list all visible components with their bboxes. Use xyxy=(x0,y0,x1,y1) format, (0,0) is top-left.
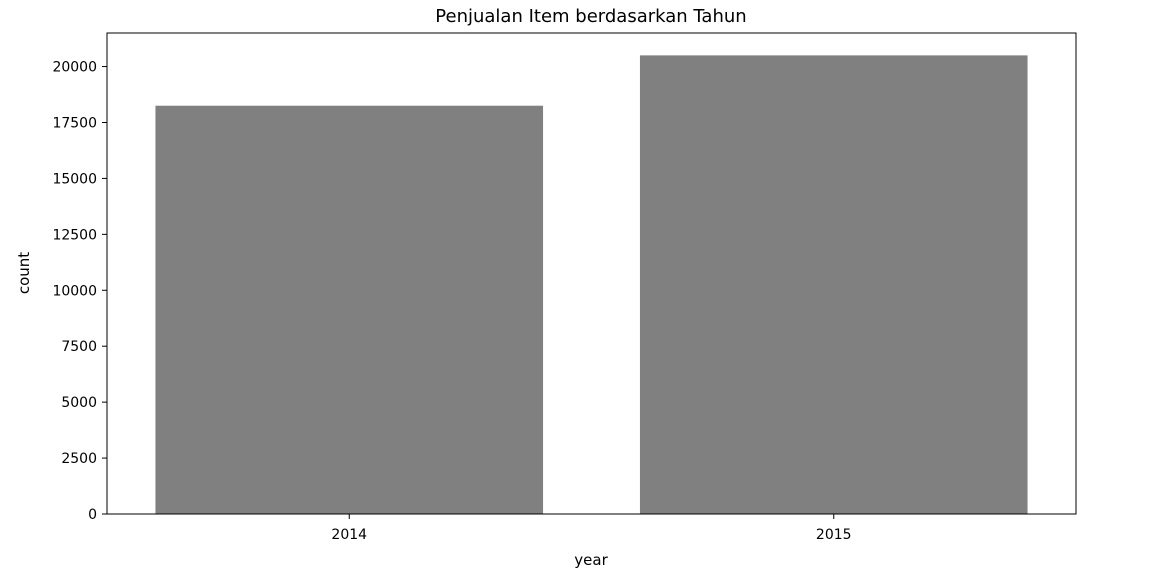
plot-area-frame xyxy=(106,32,1077,515)
bar-2014 xyxy=(155,105,544,515)
y-tick-label-10000: 10000 xyxy=(52,283,97,299)
y-tick-label-15000: 15000 xyxy=(52,171,97,187)
x-axis-label: year xyxy=(574,551,608,569)
y-tick-label-20000: 20000 xyxy=(52,60,97,76)
bars-group xyxy=(155,55,1028,515)
y-tick-label-2500: 2500 xyxy=(61,451,97,467)
y-axis-label: count xyxy=(15,252,33,294)
x-tick-label-2014: 2014 xyxy=(331,527,367,543)
y-tick-label-17500: 17500 xyxy=(52,115,97,131)
y-tick-label-5000: 5000 xyxy=(61,395,97,411)
y-tick-label-12500: 12500 xyxy=(52,227,97,243)
x-axis: 2014 2015 xyxy=(331,514,852,543)
x-tick-label-2015: 2015 xyxy=(816,527,852,543)
chart-title: Penjualan Item berdasarkan Tahun xyxy=(435,6,746,27)
bar-2015 xyxy=(639,55,1028,514)
y-axis: 0 2500 5000 7500 10000 12500 15000 17500 20000 xyxy=(52,60,107,523)
y-tick-label-7500: 7500 xyxy=(61,339,97,355)
y-tick-label-0: 0 xyxy=(88,507,97,523)
